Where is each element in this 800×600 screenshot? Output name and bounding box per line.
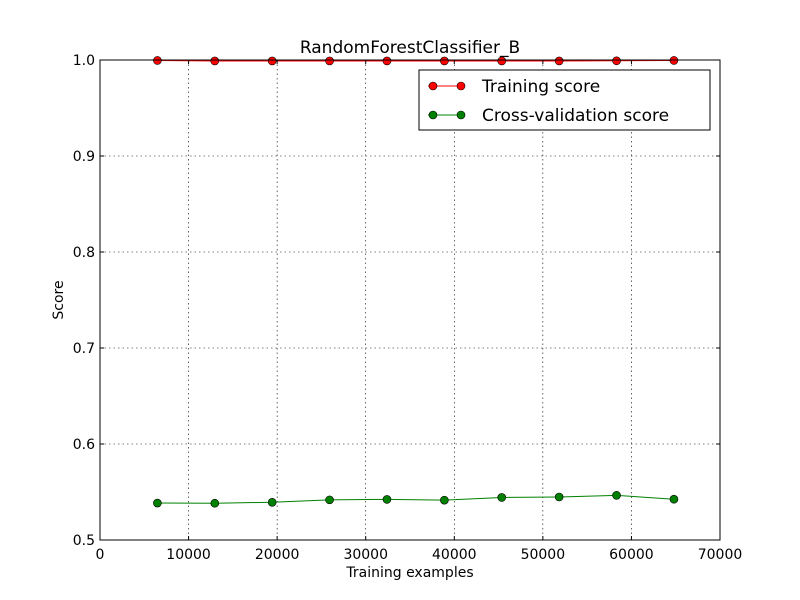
- x-tick-label: 10000: [166, 547, 211, 563]
- plot-frame: [99, 59, 721, 541]
- y-axis-label: Score: [51, 280, 67, 319]
- legend-label-training: Training score: [481, 77, 600, 97]
- data-point-training: [554, 56, 564, 66]
- data-point-cv: [325, 495, 334, 505]
- x-tick-label: 60000: [609, 547, 654, 563]
- y-tick-label: 0.9: [73, 149, 95, 165]
- data-point-cv: [153, 498, 162, 508]
- legend-marker-cv: [428, 110, 438, 120]
- legend-label-cv: Cross-validation score: [482, 106, 669, 126]
- y-tick-label: 1.0: [73, 53, 95, 69]
- series-line-cv: [157, 494, 674, 504]
- x-axis-label: Training examples: [345, 565, 473, 581]
- x-tick-label: 50000: [521, 547, 566, 563]
- y-tick-label: 0.6: [73, 437, 95, 453]
- data-point-training: [497, 56, 507, 66]
- chart-title: RandomForestClassifier_B: [300, 38, 520, 58]
- data-point-training: [210, 56, 220, 66]
- x-tick-label: 30000: [343, 547, 388, 563]
- data-point-cv: [669, 494, 679, 504]
- data-point-cv: [382, 495, 392, 504]
- y-tick-label: 0.7: [73, 341, 95, 357]
- data-point-training: [382, 56, 392, 66]
- data-point-cv: [267, 497, 277, 507]
- data-point-cv: [497, 493, 507, 502]
- data-point-cv: [554, 492, 564, 502]
- axis-ticks: 0 10000 20000 30000 40000 50000 60000 70000 0.5 0…: [73, 53, 743, 563]
- y-tick-label: 0.8: [73, 245, 95, 261]
- legend-box: [418, 69, 711, 131]
- legend-marker-cv: [456, 110, 466, 120]
- data-point-cv: [612, 491, 621, 500]
- data-point-training: [440, 56, 449, 66]
- legend-marker-training: [456, 81, 466, 91]
- series-layer: [153, 56, 679, 508]
- data-point-cv: [210, 498, 220, 508]
- x-tick-label: 20000: [255, 547, 300, 563]
- y-tick-label: 0.5: [73, 533, 95, 549]
- x-tick-label: 70000: [698, 547, 743, 563]
- grid-lines: [100, 60, 720, 540]
- x-tick-label: 0: [96, 547, 105, 563]
- data-point-training: [325, 56, 334, 66]
- data-point-cv: [440, 495, 449, 505]
- legend-marker-training: [428, 81, 438, 91]
- data-point-training: [267, 56, 277, 66]
- legend: Training score Cross-validation score: [418, 69, 711, 131]
- data-point-training: [612, 56, 621, 66]
- x-tick-label: 40000: [432, 547, 477, 563]
